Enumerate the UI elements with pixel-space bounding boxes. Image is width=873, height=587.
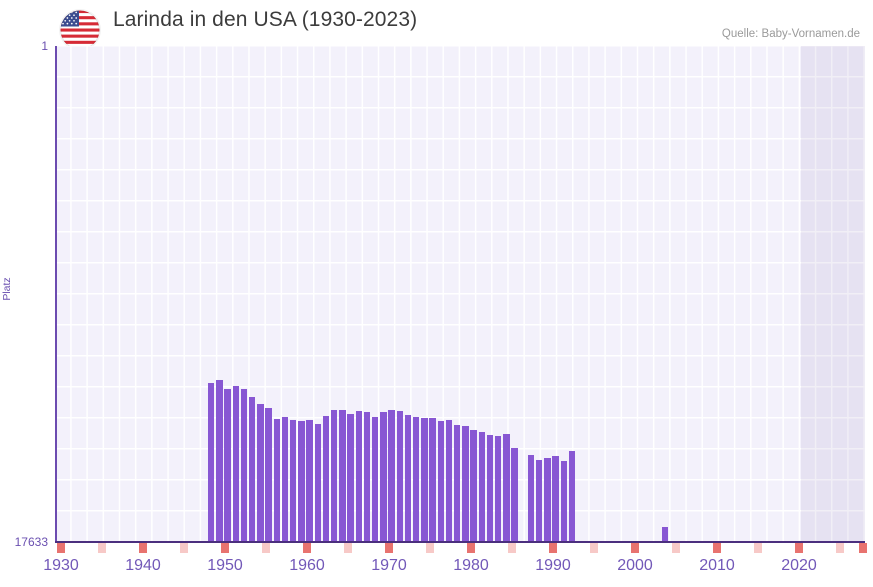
bar-series	[55, 46, 865, 542]
bar-1975[interactable]	[429, 417, 436, 542]
x-tick-label-1970: 1970	[371, 557, 407, 574]
bar-1951[interactable]	[232, 386, 239, 542]
x-tick-label-1930: 1930	[43, 557, 79, 574]
x-tick-mark	[98, 543, 106, 553]
bar-1989[interactable]	[544, 458, 551, 542]
bar-1988[interactable]	[536, 459, 543, 542]
y-axis-line	[55, 46, 57, 542]
future-shaded-region	[801, 46, 865, 542]
bar-1957[interactable]	[281, 417, 289, 542]
bar-1948[interactable]	[208, 383, 215, 542]
bar-1956[interactable]	[273, 419, 280, 542]
x-tick-mark	[262, 543, 270, 553]
bar-1969[interactable]	[380, 411, 387, 542]
bar-1980[interactable]	[470, 430, 477, 542]
bar-1992[interactable]	[568, 450, 576, 542]
bar-1962[interactable]	[322, 415, 330, 542]
bar-1960[interactable]	[306, 419, 313, 542]
bar-1966[interactable]	[355, 411, 362, 542]
x-tick-mark	[549, 543, 557, 553]
bar-1991[interactable]	[560, 460, 567, 542]
x-tick-mark	[221, 543, 229, 553]
us-flag-icon	[60, 10, 100, 50]
bar-1985[interactable]	[511, 448, 518, 542]
x-tick-label-1990: 1990	[535, 557, 571, 574]
x-tick-label-2010: 2010	[699, 557, 735, 574]
bar-1990[interactable]	[552, 456, 559, 542]
bar-1950[interactable]	[224, 388, 231, 542]
bar-1949[interactable]	[216, 380, 223, 542]
bar-1953[interactable]	[249, 397, 256, 542]
bar-1954[interactable]	[257, 403, 264, 542]
source-label: Quelle: Baby-Vornamen.de	[721, 28, 860, 40]
bar-1981[interactable]	[478, 431, 485, 542]
x-tick-mark	[859, 543, 867, 553]
bar-1964[interactable]	[339, 410, 346, 542]
bar-1967[interactable]	[363, 412, 371, 542]
bar-1972[interactable]	[404, 415, 412, 542]
x-tick-mark	[631, 543, 639, 553]
x-tick-mark	[467, 543, 475, 553]
bar-1977[interactable]	[445, 420, 453, 542]
x-tick-mark	[508, 543, 516, 553]
plot-area	[55, 46, 865, 542]
bar-1970[interactable]	[388, 409, 395, 542]
x-tick-label-1940: 1940	[125, 557, 161, 574]
x-tick-mark	[795, 543, 803, 553]
x-tick-mark	[426, 543, 434, 553]
bar-1978[interactable]	[454, 424, 461, 542]
bar-1958[interactable]	[290, 420, 297, 542]
bar-1959[interactable]	[298, 421, 305, 542]
bar-1979[interactable]	[462, 426, 469, 542]
x-tick-mark	[180, 543, 188, 553]
x-tick-mark	[344, 543, 352, 553]
bar-1973[interactable]	[413, 417, 420, 542]
bar-2005[interactable]	[662, 527, 669, 542]
x-tick-label-2020: 2020	[781, 557, 817, 574]
bar-1965[interactable]	[347, 413, 354, 542]
x-tick-mark	[672, 543, 680, 553]
x-tick-mark	[590, 543, 598, 553]
x-tick-mark	[836, 543, 844, 553]
x-tick-mark	[57, 543, 65, 553]
bar-1955[interactable]	[265, 407, 272, 542]
bar-1952[interactable]	[240, 388, 248, 542]
bar-1974[interactable]	[421, 418, 428, 542]
bar-1963[interactable]	[331, 409, 338, 542]
bar-1971[interactable]	[396, 411, 403, 542]
y-axis-top-label: 1	[41, 39, 48, 53]
x-tick-mark	[713, 543, 721, 553]
bar-1968[interactable]	[372, 417, 379, 542]
x-axis-line	[55, 541, 865, 543]
y-axis-title: Platz	[1, 277, 13, 301]
bar-1987[interactable]	[527, 455, 535, 542]
chart-header: Larinda in den USA (1930-2023) Quelle: B…	[0, 0, 873, 50]
bar-1982[interactable]	[486, 434, 494, 542]
x-tick-mark	[303, 543, 311, 553]
x-tick-mark	[385, 543, 393, 553]
x-tick-mark	[139, 543, 147, 553]
bar-1961[interactable]	[314, 424, 321, 542]
bar-1976[interactable]	[437, 421, 444, 542]
page-title: Larinda in den USA (1930-2023)	[113, 8, 418, 31]
x-tick-mark	[754, 543, 762, 553]
bar-1983[interactable]	[495, 436, 502, 542]
x-tick-label-2000: 2000	[617, 557, 653, 574]
x-tick-label-1960: 1960	[289, 557, 325, 574]
x-tick-label-1950: 1950	[207, 557, 243, 574]
y-axis-bottom-label: 17633	[14, 535, 48, 549]
bar-1984[interactable]	[503, 434, 510, 542]
x-tick-label-1980: 1980	[453, 557, 489, 574]
x-axis-ticks: 1930 1940 1950 1960 1970 1980 1990 2000 2010 2020	[0, 543, 873, 587]
